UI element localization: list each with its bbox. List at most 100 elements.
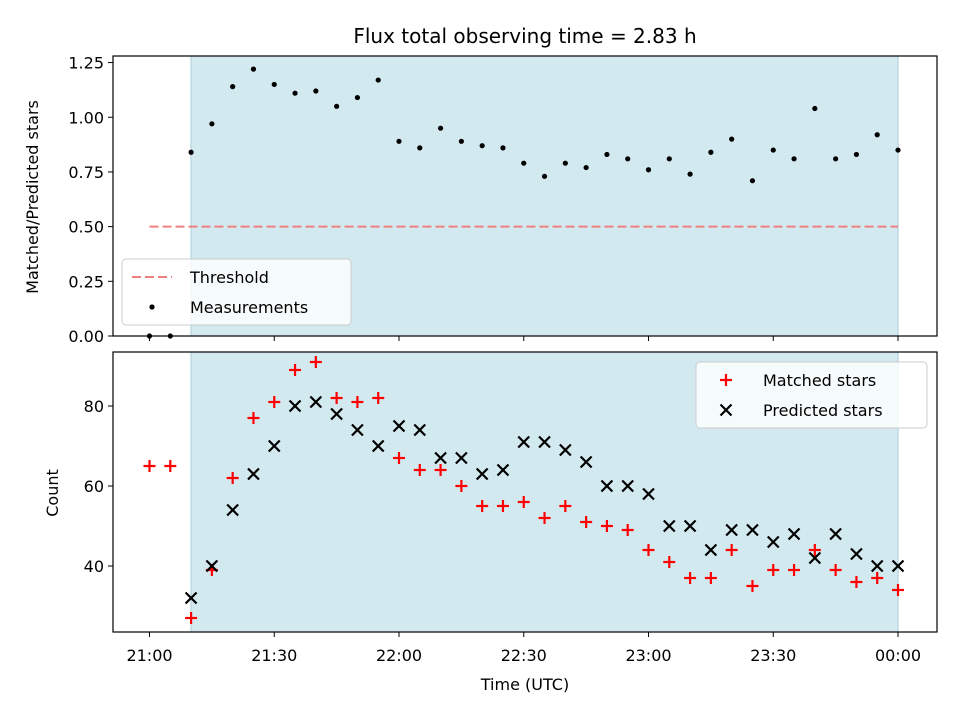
x-b: [267, 439, 281, 453]
x-tick-label: 23:00: [625, 646, 671, 665]
matched-star-point: [871, 572, 884, 584]
x-b: [351, 423, 364, 437]
matched-star-point: [829, 564, 842, 576]
matched-star-point: [725, 544, 738, 556]
y-tick-label: 0.50: [68, 218, 104, 237]
x-tick-label: 22:30: [501, 646, 547, 665]
measurement-point: [812, 105, 818, 112]
matched-star-point: [580, 516, 593, 528]
measurement-point: [687, 171, 693, 177]
matched-star-point: [476, 500, 489, 512]
y-tick-label: 80: [84, 397, 104, 416]
measurement-point: [354, 94, 361, 101]
matched-star-point: [684, 572, 697, 584]
x-b: [371, 439, 385, 453]
measurement-point: [209, 121, 215, 127]
predicted-star-point: [247, 467, 260, 481]
chart-title: Flux total observing time = 2.83 h: [353, 24, 696, 48]
predicted-star-point: [455, 451, 468, 465]
matched-star-point: [309, 356, 322, 368]
x-b: [247, 467, 260, 481]
measurement-point: [833, 156, 839, 162]
x-axis-label: Time (UTC): [480, 675, 569, 694]
x-b: [725, 523, 738, 537]
measurement-point: [521, 160, 527, 166]
x-b: [600, 479, 614, 493]
bottom-legend: Matched stars Predicted stars: [695, 361, 928, 429]
matched-star-point: [289, 364, 302, 376]
bottom-legend-box: [695, 361, 928, 429]
matched-star-point: [663, 556, 676, 568]
measurement-point: [729, 136, 735, 142]
legend-matched-swatch: [720, 374, 732, 386]
matched-star-point: [892, 584, 904, 596]
measurement-point: [458, 138, 464, 144]
x-b: [455, 451, 468, 465]
x-b: [829, 527, 842, 541]
matched-star-point: [642, 544, 655, 556]
predicted-star-point: [621, 479, 634, 493]
matched-star-point: [164, 460, 177, 472]
matched-star-point: [808, 544, 821, 556]
matched-star-point: [455, 480, 468, 492]
measurement-point: [874, 132, 880, 138]
x-b: [330, 407, 343, 421]
predicted-star-point: [371, 439, 385, 453]
x-b: [288, 399, 302, 413]
y-tick-label: 60: [84, 477, 104, 496]
matched-star-point: [268, 396, 281, 408]
predicted-star-point: [184, 591, 198, 605]
matched-star-point: [247, 412, 260, 424]
x-tick-label: 21:30: [251, 646, 297, 665]
predicted-star-point: [725, 523, 738, 537]
predicted-star-point: [413, 423, 427, 437]
x-b: [787, 527, 801, 541]
predicted-star-point: [330, 407, 343, 421]
measurement-point: [541, 173, 548, 179]
y-tick-label: 0.00: [68, 327, 104, 346]
x-b: [642, 487, 655, 501]
measurement-point: [895, 147, 901, 153]
matched-star-point: [704, 572, 717, 584]
predicted-star-point: [309, 395, 323, 409]
measurement-point: [188, 149, 194, 155]
measurement-point: [645, 167, 652, 173]
matched-star-point: [372, 392, 385, 404]
top-axes-frame: [112, 55, 938, 337]
measurement-point: [437, 125, 444, 131]
legend-predicted-label: Predicted stars: [763, 401, 883, 420]
measurement-point: [292, 90, 298, 96]
matched-star-point: [850, 576, 863, 588]
x-b: [704, 543, 718, 557]
matched-star-point: [330, 392, 343, 404]
measurement-point: [417, 145, 423, 151]
top-y-axis-label: Matched/Predicted stars: [23, 100, 42, 294]
matched-star-point: [559, 500, 572, 512]
matched-star-point: [746, 580, 759, 592]
matched-star-point: [517, 496, 530, 508]
predicted-star-point: [642, 487, 655, 501]
matched-star-point: [788, 564, 801, 576]
predicted-star-point: [267, 439, 281, 453]
x-b: [496, 463, 510, 477]
predicted-star-point: [746, 523, 759, 537]
x-b: [683, 519, 697, 533]
bottom-panel: 40 60 80 21:00 21:30 22:00 22:30 23:00 23:30 00:0…: [84, 351, 938, 665]
x-b: [434, 451, 447, 465]
x-b: [719, 403, 733, 417]
matched-star-point: [143, 460, 156, 472]
predicted-star-point: [538, 435, 551, 449]
measurement-point: [396, 138, 402, 144]
x-b: [517, 435, 531, 449]
measurement-point: [791, 156, 797, 162]
measurement-point: [749, 178, 756, 184]
predicted-star-point: [766, 535, 780, 549]
x-b: [663, 519, 676, 533]
measurement-point: [604, 151, 610, 158]
x-tick-label: 23:30: [750, 646, 796, 665]
top-legend-box: [121, 258, 352, 326]
matched-star-point: [393, 452, 405, 464]
y-tick-label: 40: [84, 557, 104, 576]
predicted-star-point: [392, 419, 406, 433]
